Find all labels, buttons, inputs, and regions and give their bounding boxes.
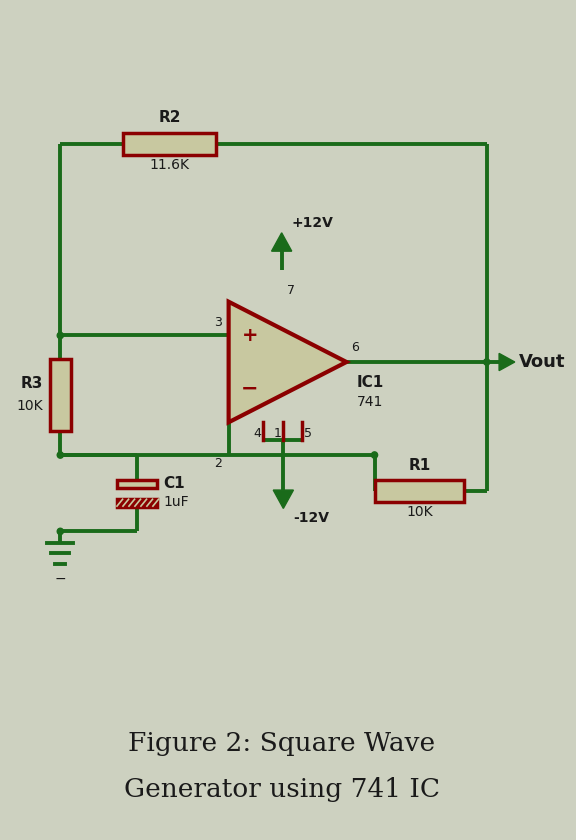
Polygon shape — [499, 354, 515, 370]
Text: R1: R1 — [408, 458, 430, 473]
Text: 4: 4 — [253, 427, 261, 440]
Circle shape — [57, 452, 63, 458]
FancyBboxPatch shape — [117, 480, 157, 488]
Text: 3: 3 — [214, 316, 222, 328]
Circle shape — [484, 359, 490, 365]
Text: +: + — [241, 326, 258, 345]
Text: 1: 1 — [273, 427, 281, 440]
Text: 6: 6 — [351, 341, 359, 354]
Text: 1uF: 1uF — [163, 495, 188, 509]
Text: R2: R2 — [158, 110, 181, 125]
Text: Vout: Vout — [520, 353, 566, 371]
Circle shape — [57, 333, 63, 339]
FancyBboxPatch shape — [374, 480, 464, 502]
FancyBboxPatch shape — [123, 133, 216, 155]
Text: 741: 741 — [357, 395, 383, 409]
Text: −: − — [241, 379, 259, 398]
Text: C1: C1 — [163, 476, 185, 491]
Text: -12V: -12V — [293, 512, 329, 525]
Text: Generator using 741 IC: Generator using 741 IC — [124, 777, 440, 802]
Text: 7: 7 — [287, 284, 295, 297]
Polygon shape — [273, 490, 293, 508]
FancyBboxPatch shape — [50, 360, 71, 431]
Text: 2: 2 — [214, 457, 222, 470]
Text: Figure 2: Square Wave: Figure 2: Square Wave — [128, 732, 435, 756]
Text: 5: 5 — [304, 427, 312, 440]
FancyBboxPatch shape — [117, 499, 157, 507]
Text: 10K: 10K — [16, 399, 43, 412]
Text: IC1: IC1 — [357, 375, 384, 390]
Text: +12V: +12V — [292, 216, 334, 230]
Text: R3: R3 — [21, 376, 43, 391]
Polygon shape — [271, 233, 292, 251]
Text: 11.6K: 11.6K — [150, 158, 190, 171]
Circle shape — [57, 528, 63, 534]
Text: 10K: 10K — [406, 505, 433, 519]
Circle shape — [372, 452, 378, 458]
Text: −: − — [55, 571, 66, 585]
Polygon shape — [229, 302, 346, 423]
